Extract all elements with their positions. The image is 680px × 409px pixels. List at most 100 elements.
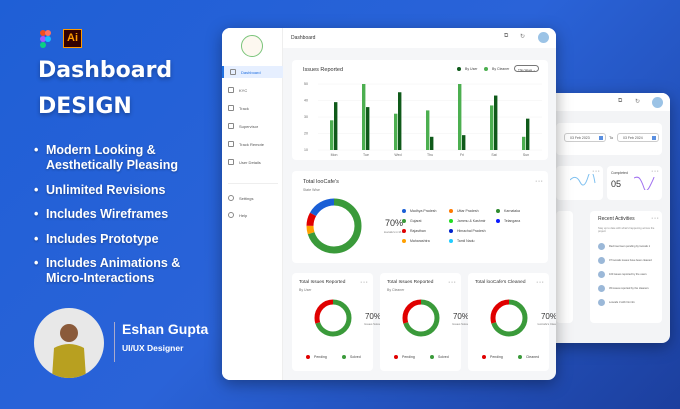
bar-by-cleaner [522,136,526,150]
bar-by-user [462,135,466,150]
card-title: Total Issues Reported [299,280,346,285]
more-icon[interactable]: ··· [360,279,369,286]
more-icon[interactable]: ··· [535,178,544,185]
issues-title: Issues Reported [303,67,344,73]
sidebar-item-user-details[interactable]: User Details [222,156,283,168]
legend-pending: Pending [394,355,415,359]
donut-label: looCafe's Cleaned [537,322,556,326]
user-avatar [598,285,605,292]
donut-slice-pending [490,299,528,337]
legend-pending: Pending [306,355,327,359]
legend-solved: Solved [430,355,449,359]
date-from-field[interactable]: 03 Feb 2023 [564,133,606,142]
user-avatar[interactable] [652,97,663,108]
user-avatar[interactable] [538,32,549,43]
status-donut-chart [314,299,352,337]
nav-icon [228,123,234,129]
state-legend-item: Jammu & Kashmir [449,219,486,223]
card-title: Total Issues Reported [387,280,434,285]
nav-icon [228,159,234,165]
legend-solved: Solved [342,355,361,359]
state-legend-item: Rajasthan [402,229,426,233]
expand-icon[interactable]: ⧉ [504,33,509,39]
expand-icon[interactable]: ⧉ [618,98,623,104]
donut-value: 70% [364,312,381,321]
activity-item: 07 loocafe issues have been cleaned [598,257,652,264]
card-subtitle: By User [299,288,312,292]
more-icon[interactable]: ··· [651,215,660,222]
sidebar-item-help[interactable]: Help [222,209,283,221]
donut-slice-pending [314,299,352,337]
divider [114,322,115,362]
donut-value: 70% [384,218,403,228]
feature-item: Includes Wireframes [34,207,180,222]
sidebar-item-settings[interactable]: Settings [222,192,283,204]
state-legend-item: Karnataka [496,209,520,213]
state-legend-item: Himachal Pradesh [449,229,486,233]
calendar-icon [652,135,656,140]
user-avatar [598,257,605,264]
bar-by-user [366,107,370,150]
nav-icon [228,141,234,147]
x-tick-label: Fri [460,153,464,157]
date-to-field[interactable]: 03 Feb 2024 [617,133,659,142]
completed-label: Completed [611,171,628,175]
sidebar-item-dashboard[interactable]: Dashboard [222,66,283,78]
issues-bar-chart: 50 40 30 20 10 Mon Tue Wed Thu Fri Sat Sun [304,82,542,157]
nav-icon [228,87,234,93]
sidebar-item-kyc[interactable]: KYC [222,84,283,96]
donut-value: 70% [540,312,556,321]
card-subtitle: By Cleaner [387,288,405,292]
period-dropdown[interactable]: This Week ⌄ [514,65,539,72]
refresh-icon[interactable]: ↻ [520,34,526,40]
designer-avatar [34,308,104,378]
more-icon[interactable]: ··· [448,279,457,286]
more-icon[interactable]: ··· [592,168,601,175]
activity-item: Red tree been pending by loocafe 1 [598,243,650,250]
bar-by-cleaner [330,120,334,150]
activity-item: 100 issues reported by the users [598,271,647,278]
feature-item: Includes Animations &Micro-Interactions [34,256,180,286]
figma-logo [40,30,51,48]
legend-pending: Pending [482,355,503,359]
x-tick-label: Mon [331,153,338,157]
recent-subtitle: Stay up to date with what's happening ac… [598,227,655,233]
bar-by-user [494,95,498,150]
x-tick-label: Tue [363,153,369,157]
state-donut-chart [306,198,362,254]
mini-stat-card: Total Issues Reported By User ··· 70% Is… [292,273,382,371]
more-icon[interactable]: ··· [651,168,660,175]
feature-item: Includes Prototype [34,232,180,247]
topbar: Dashboard ⧉ ↻ [283,28,556,48]
state-legend-item: Telangana [496,219,520,223]
sparkline-purple [634,176,655,190]
state-legend-item: Tamil Nadu [449,239,475,243]
sidebar-item-track-remote[interactable]: Track Remote [222,138,283,150]
user-avatar [598,299,605,306]
nav-icon [230,69,236,75]
bar-by-user [430,136,434,150]
status-donut-chart [402,299,440,337]
bar-by-user [334,102,338,150]
more-icon[interactable]: ··· [536,279,545,286]
legend-by-user: By User [457,67,477,71]
loocafe-subtitle: State Wise [303,188,320,192]
y-tick-label: 10 [304,148,308,152]
sidebar: Dashboard KYC Track Supervisor Track Remote U… [222,28,283,380]
mini-stat-card: Total Issues Reported By Cleaner ··· 70%… [380,273,470,371]
donut-label: Issues Solved [364,322,382,326]
brand-logo [241,35,263,57]
y-tick-label: 20 [304,132,308,136]
state-legend-item: Gujarat [402,219,421,223]
nav-icon [228,212,234,218]
promo-title-line1: Dashboard [38,58,173,83]
x-tick-label: Thu [427,153,433,157]
legend-by-cleaner: By Cleaner [484,67,509,71]
feature-list: Modern Looking &Aesthetically Pleasing U… [34,143,180,296]
donut-slice-madhya-pradesh [306,198,362,254]
page-title: Dashboard [291,35,316,41]
refresh-icon[interactable]: ↻ [635,99,641,105]
sidebar-item-supervisor[interactable]: Supervisor [222,120,283,132]
nav-icon [228,105,234,111]
sidebar-item-track[interactable]: Track [222,102,283,114]
